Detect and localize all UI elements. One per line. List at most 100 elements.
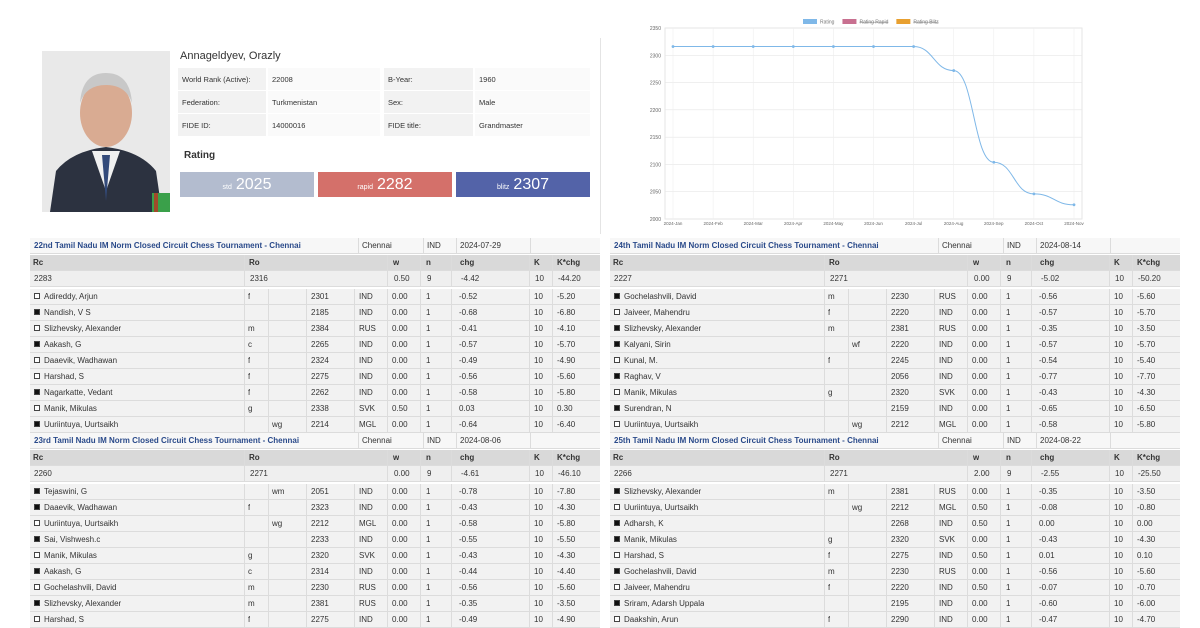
info-label-cell xyxy=(178,91,266,113)
cell-divider xyxy=(529,353,530,368)
player-n: 1 xyxy=(426,404,431,413)
player-chg: -0.58 xyxy=(459,388,478,397)
player-name: Raghav, V xyxy=(624,372,661,381)
tournament-header-row xyxy=(610,238,1180,254)
player-chg: -0.47 xyxy=(1039,615,1058,624)
column-header: K xyxy=(534,453,540,462)
cell-divider xyxy=(1031,564,1032,579)
player-chg: -0.41 xyxy=(459,324,478,333)
player-n: 1 xyxy=(426,487,431,496)
cell-divider xyxy=(967,532,968,547)
cell-divider xyxy=(451,271,452,286)
player-chg: -0.54 xyxy=(1039,356,1058,365)
player-fed: SVK xyxy=(939,535,956,544)
player-row xyxy=(610,516,1180,532)
column-header: K xyxy=(1114,453,1120,462)
player-fed: IND xyxy=(359,372,373,381)
summary-value: 2271 xyxy=(830,274,848,283)
info-label: B-Year: xyxy=(388,75,413,84)
player-name: Daakshin, Arun xyxy=(624,615,679,624)
cell-divider xyxy=(244,596,245,611)
player-name: Uuriintuya, Uurtsaikh xyxy=(44,420,119,429)
player-kchg: -4.10 xyxy=(557,324,576,333)
player-k: 10 xyxy=(1114,372,1123,381)
player-fed: IND xyxy=(939,340,953,349)
cell-divider xyxy=(451,401,452,416)
player-k: 10 xyxy=(534,340,543,349)
player-title: g xyxy=(248,551,253,560)
cell-divider xyxy=(529,385,530,400)
cell-divider xyxy=(938,238,939,253)
player-w: 0.00 xyxy=(392,487,408,496)
cell-divider xyxy=(423,433,424,448)
cell-divider xyxy=(1110,433,1111,448)
cell-divider xyxy=(1109,466,1110,481)
cell-divider xyxy=(1000,417,1001,432)
cell-divider xyxy=(1132,321,1133,336)
cell-divider xyxy=(1109,516,1110,531)
cell-divider xyxy=(354,596,355,611)
cell-divider xyxy=(451,564,452,579)
tournament-header-row xyxy=(610,433,1180,449)
player-title: f xyxy=(248,356,251,365)
player-fed: IND xyxy=(359,535,373,544)
column-header: K*chg xyxy=(1137,258,1161,267)
column-header: K*chg xyxy=(557,258,581,267)
rating-box: blitz 2307 xyxy=(456,172,590,197)
cell-divider xyxy=(420,596,421,611)
player-kchg: -0.80 xyxy=(1137,503,1156,512)
player-k: 10 xyxy=(534,372,543,381)
player-kchg: -7.70 xyxy=(1137,372,1156,381)
player-rating: 2230 xyxy=(891,292,909,301)
cell-divider xyxy=(967,271,968,286)
player-kchg: -5.80 xyxy=(1137,420,1156,429)
cell-divider xyxy=(354,321,355,336)
player-title: m xyxy=(248,599,255,608)
cell-divider xyxy=(1132,401,1133,416)
summary-value: -5.02 xyxy=(1041,274,1060,283)
player-row xyxy=(610,484,1180,500)
cell-divider xyxy=(1109,564,1110,579)
cell-divider xyxy=(244,466,245,481)
rating-box: rapid 2282 xyxy=(318,172,452,197)
cell-divider xyxy=(268,305,269,320)
cell-divider xyxy=(306,305,307,320)
cell-divider xyxy=(552,385,553,400)
color-square xyxy=(614,309,620,315)
summary-value: -4.61 xyxy=(461,469,480,478)
player-k: 10 xyxy=(534,503,543,512)
cell-divider xyxy=(848,500,849,515)
cell-divider xyxy=(387,255,388,270)
info-value-cell xyxy=(475,114,590,136)
player-n: 1 xyxy=(426,535,431,544)
cell-divider xyxy=(824,548,825,563)
player-chg: -0.56 xyxy=(459,372,478,381)
cell-divider xyxy=(824,255,825,270)
color-square xyxy=(34,616,40,622)
cell-divider xyxy=(1109,417,1110,432)
cell-divider xyxy=(886,417,887,432)
cell-divider xyxy=(1132,353,1133,368)
player-n: 1 xyxy=(1006,324,1011,333)
player-name: Sriram, Adarsh Uppala xyxy=(624,599,705,608)
cell-divider xyxy=(456,433,457,448)
player-chg: -0.77 xyxy=(1039,372,1058,381)
column-header: Rc xyxy=(33,453,44,462)
cell-divider xyxy=(848,401,849,416)
cell-divider xyxy=(1031,337,1032,352)
player-row xyxy=(610,532,1180,548)
player-w: 0.00 xyxy=(392,519,408,528)
cell-divider xyxy=(387,385,388,400)
column-header: Rc xyxy=(613,258,624,267)
summary-value: 0.50 xyxy=(394,274,410,283)
player-rating: 2230 xyxy=(891,567,909,576)
cell-divider xyxy=(306,564,307,579)
cell-divider xyxy=(1036,238,1037,253)
player-w: 0.00 xyxy=(972,308,988,317)
tournament-header-row xyxy=(30,433,600,449)
column-header: w xyxy=(393,258,400,267)
player-kchg: -6.80 xyxy=(557,308,576,317)
cell-divider xyxy=(848,353,849,368)
player-name: Slizhevsky, Alexander xyxy=(44,599,122,608)
player-row xyxy=(610,337,1180,353)
